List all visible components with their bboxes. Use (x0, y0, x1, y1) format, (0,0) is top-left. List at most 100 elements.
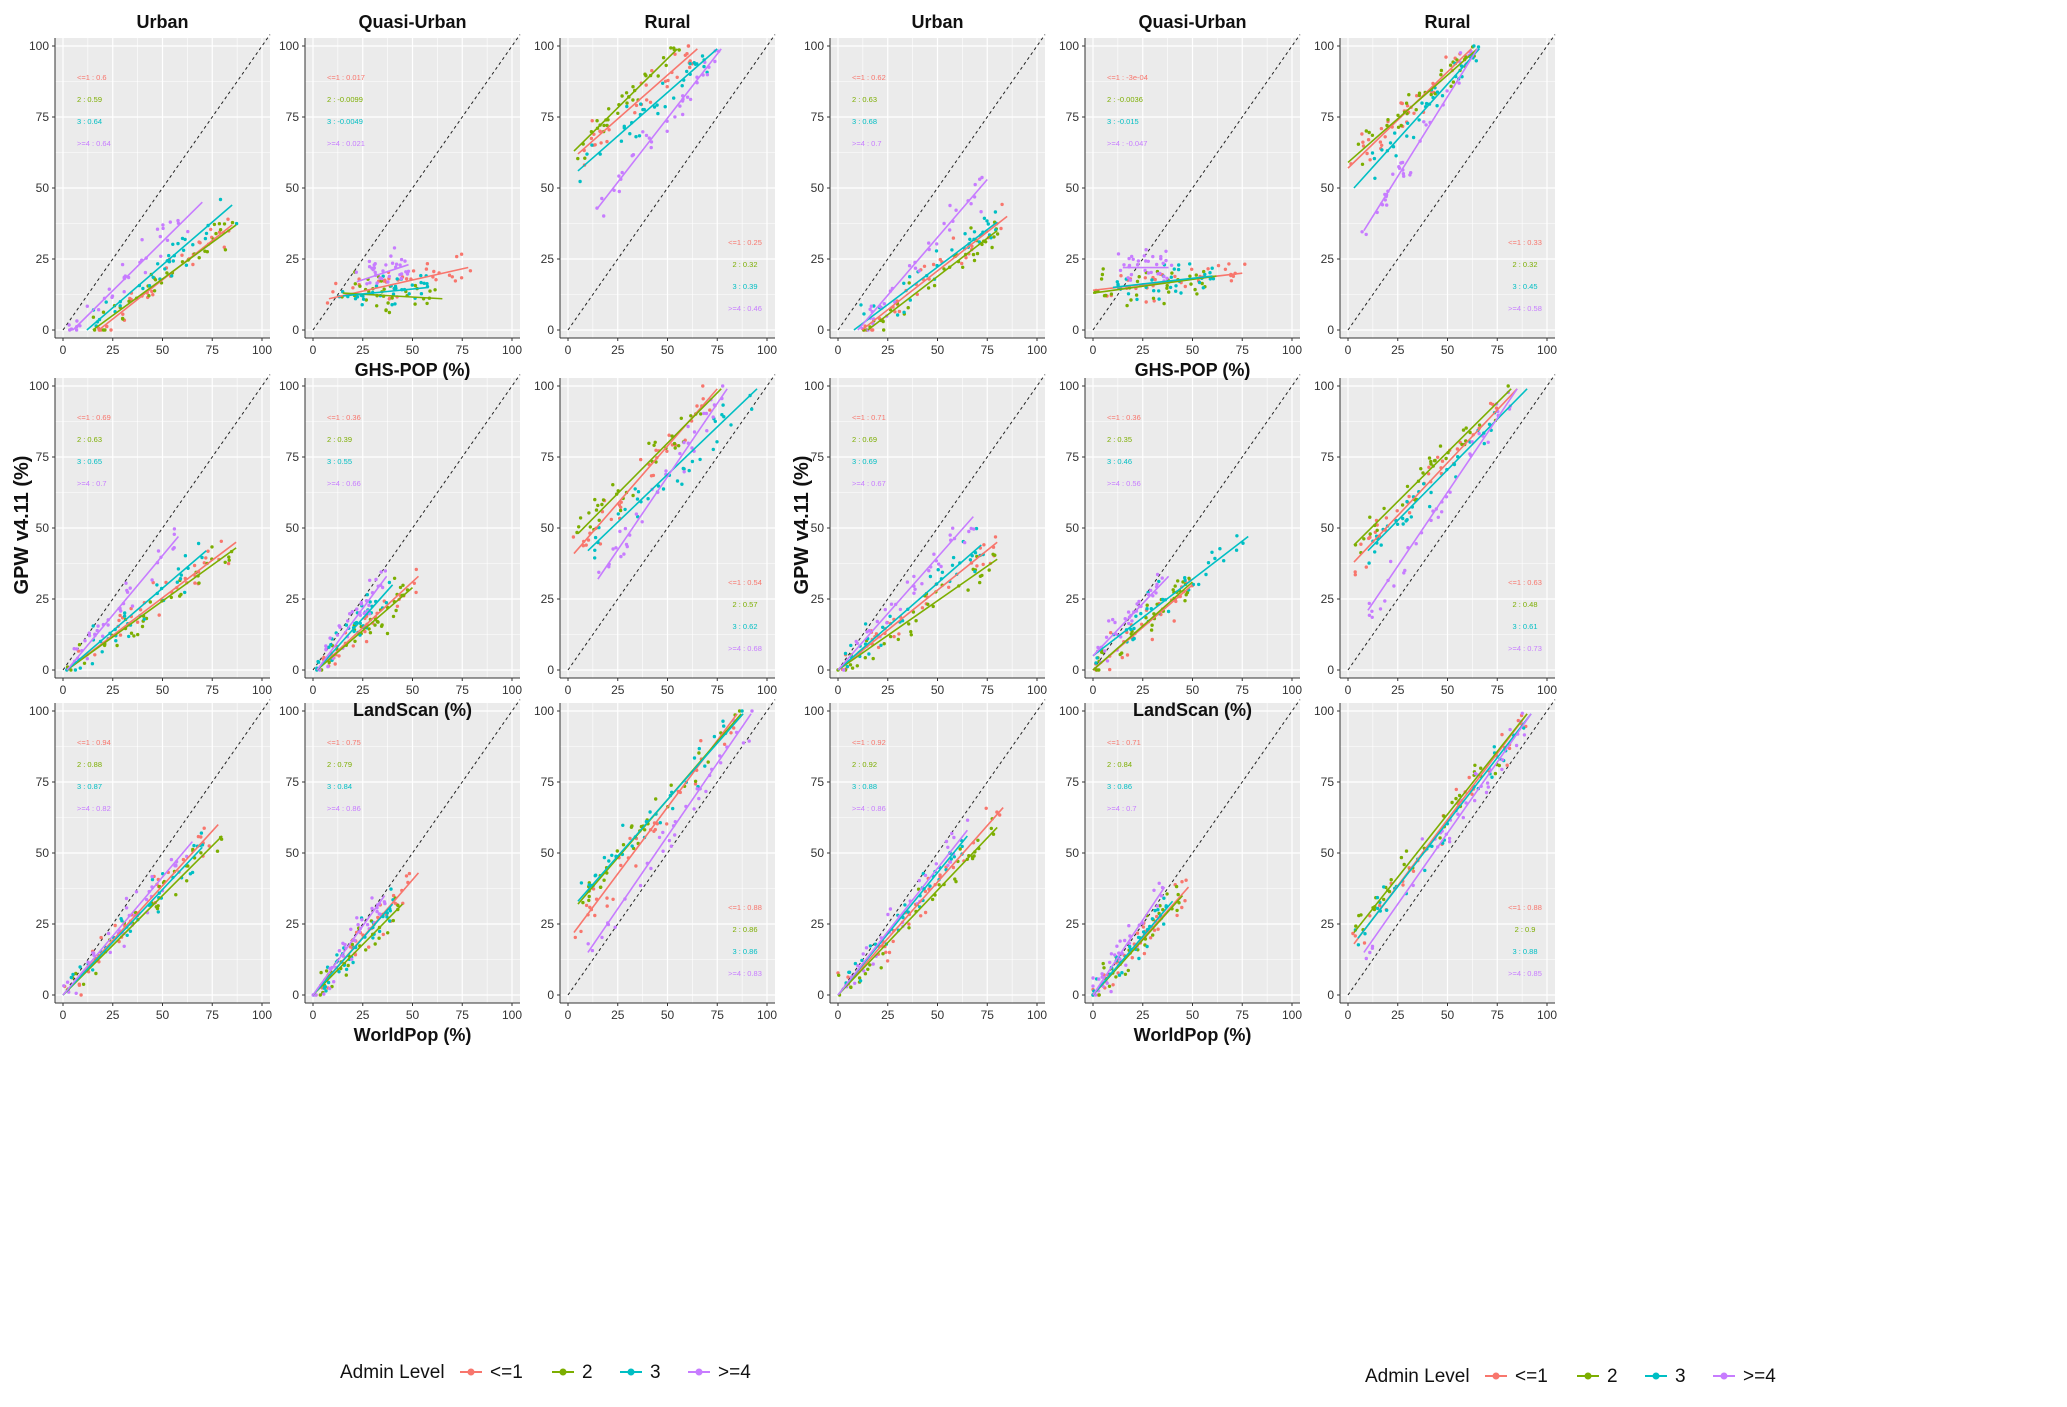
y-tick-label: 0 (1327, 323, 1334, 337)
data-point (101, 634, 105, 638)
data-point (1172, 267, 1177, 271)
data-point (961, 265, 965, 269)
data-point (1439, 68, 1444, 73)
data-point (69, 668, 73, 672)
data-point (1356, 142, 1361, 146)
data-point (1153, 277, 1157, 282)
x-axis-title: GHS-POP (%) (355, 360, 471, 380)
data-point (388, 919, 392, 923)
data-point (204, 556, 208, 560)
fit-line-3 (577, 713, 744, 902)
data-point (628, 836, 632, 841)
data-point (1223, 267, 1228, 271)
data-point (667, 838, 672, 843)
fit-line-3 (1092, 535, 1249, 657)
data-point (1362, 941, 1367, 945)
data-point (879, 966, 883, 970)
x-axis-title: WorldPop (%) (1134, 1025, 1252, 1045)
data-point (1123, 938, 1127, 943)
data-point (1099, 277, 1104, 281)
data-point (1241, 541, 1245, 545)
x-tick-label: 25 (881, 683, 895, 697)
data-point (868, 963, 872, 967)
data-point (600, 935, 604, 940)
r-value-label: 3 : 0.84 (327, 782, 352, 791)
r-value-label: <=1 : -3e-04 (1107, 73, 1148, 82)
data-point (361, 294, 365, 298)
fit-line-3 (577, 48, 718, 172)
data-point (963, 232, 967, 236)
data-point (75, 319, 79, 323)
data-point (104, 300, 108, 304)
data-point (319, 970, 323, 975)
x-tick-label: 75 (456, 683, 470, 697)
data-point (605, 904, 609, 908)
r-value-label: 3 : -0.0049 (327, 117, 363, 126)
data-point (705, 73, 710, 77)
fit-line-3 (312, 903, 394, 996)
data-point (587, 883, 591, 887)
scatter-panel-left-landscan-rural: <=1 : 0.542 : 0.573 : 0.62>=4 : 0.680025… (534, 374, 777, 697)
data-point (328, 636, 332, 640)
panel-content (1092, 248, 1247, 308)
data-point (1179, 291, 1183, 295)
legend-entry: >=4 (1713, 1366, 1776, 1387)
data-point (363, 629, 367, 634)
data-point (389, 254, 393, 258)
data-point (1383, 135, 1387, 139)
data-point (404, 874, 409, 878)
fit-line-le1 (1353, 388, 1518, 563)
data-point (693, 782, 698, 786)
identity-line (567, 374, 776, 671)
y-tick-label: 75 (36, 110, 50, 124)
data-point (952, 855, 956, 859)
x-tick-label: 100 (1537, 683, 1557, 697)
y-tick-label: 0 (817, 663, 824, 677)
data-point (91, 968, 95, 972)
data-point (702, 64, 706, 69)
x-tick-label: 100 (1027, 1008, 1047, 1022)
data-point (74, 328, 79, 332)
data-point (1384, 516, 1389, 520)
data-point (1190, 267, 1194, 271)
r-value-label: <=1 : 0.88 (728, 903, 762, 912)
r-value-label: 3 : 0.55 (327, 457, 352, 466)
data-point (631, 153, 636, 157)
data-point (394, 608, 398, 613)
fit-line-le1 (861, 215, 1008, 331)
r-value-label: 3 : 0.65 (77, 457, 102, 466)
data-point (946, 863, 950, 867)
fit-line-3 (1353, 48, 1480, 189)
data-point (631, 493, 635, 498)
data-point (979, 210, 983, 214)
data-point (644, 133, 649, 138)
data-point (974, 526, 979, 531)
y-tick-label: 75 (36, 775, 50, 789)
data-point (1472, 44, 1476, 48)
data-point (1383, 599, 1387, 603)
data-point (866, 967, 870, 971)
data-point (882, 328, 886, 332)
data-point (202, 826, 206, 830)
x-tick-label: 25 (106, 343, 120, 357)
data-point (973, 569, 977, 574)
x-tick-label: 75 (1236, 343, 1250, 357)
data-point (587, 898, 591, 903)
data-point (622, 552, 626, 556)
data-point (678, 104, 682, 108)
legend-key-point (695, 1368, 703, 1376)
data-point (156, 549, 161, 553)
data-point (1135, 279, 1140, 284)
data-point (600, 196, 604, 201)
data-point (948, 228, 952, 232)
r-value-label: 2 : 0.69 (852, 435, 877, 444)
data-point (1500, 767, 1504, 772)
data-point (590, 143, 594, 147)
r-value-label: >=4 : 0.58 (1508, 304, 1542, 313)
data-point (332, 980, 336, 984)
data-point (1127, 256, 1131, 261)
r-value-label: 3 : -0.015 (1107, 117, 1139, 126)
x-axis-title: LandScan (%) (353, 700, 472, 720)
y-tick-label: 100 (534, 379, 554, 393)
data-point (105, 324, 109, 329)
